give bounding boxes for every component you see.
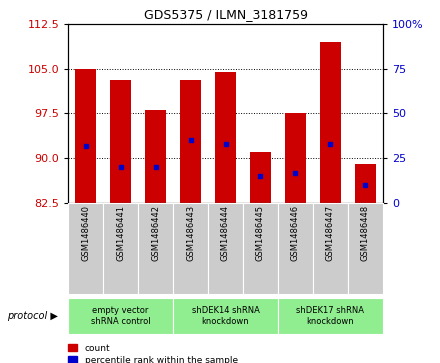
Text: GSM1486447: GSM1486447: [326, 205, 335, 261]
Bar: [75, 69, 96, 203]
Text: GSM1486441: GSM1486441: [116, 205, 125, 261]
Text: GSM1486446: GSM1486446: [291, 205, 300, 261]
Text: shDEK17 shRNA
knockdown: shDEK17 shRNA knockdown: [297, 306, 364, 326]
Text: GSM1486442: GSM1486442: [151, 205, 160, 261]
Text: protocol ▶: protocol ▶: [7, 311, 58, 321]
Text: GSM1486440: GSM1486440: [81, 205, 90, 261]
Text: GSM1486445: GSM1486445: [256, 205, 265, 261]
Bar: [285, 113, 306, 203]
Text: GSM1486443: GSM1486443: [186, 205, 195, 261]
Text: GSM1486448: GSM1486448: [361, 205, 370, 261]
Text: GSM1486444: GSM1486444: [221, 205, 230, 261]
Text: shDEK14 shRNA
knockdown: shDEK14 shRNA knockdown: [191, 306, 260, 326]
Bar: [145, 110, 166, 203]
Bar: [320, 41, 341, 203]
Bar: [215, 72, 236, 203]
Bar: [250, 152, 271, 203]
Text: empty vector
shRNA control: empty vector shRNA control: [91, 306, 150, 326]
Bar: [355, 164, 376, 203]
Bar: [110, 81, 131, 203]
Bar: [180, 81, 201, 203]
Title: GDS5375 / ILMN_3181759: GDS5375 / ILMN_3181759: [143, 8, 308, 21]
Legend: count, percentile rank within the sample: count, percentile rank within the sample: [68, 344, 238, 363]
